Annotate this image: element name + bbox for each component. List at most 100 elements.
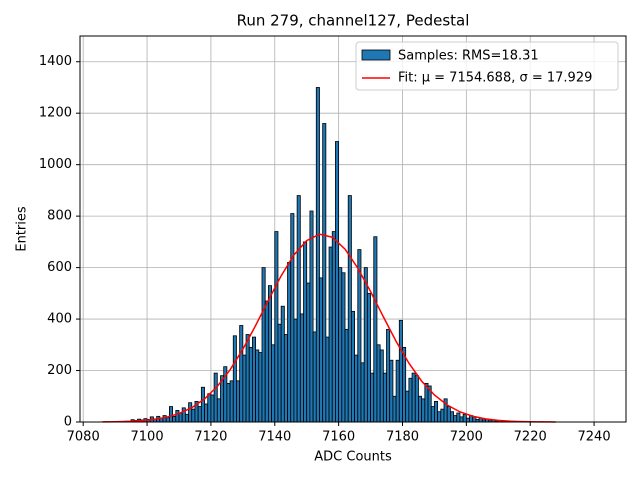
bar [315,87,320,423]
bar [424,382,429,423]
bar [207,393,212,423]
bar [248,346,253,423]
legend-swatch [361,49,391,61]
bar [341,272,346,423]
bar [462,413,467,423]
bar [296,195,301,423]
bar [165,416,170,423]
bar [245,334,250,423]
bar [328,246,333,423]
bar [366,292,371,423]
bar [271,344,276,423]
bar [472,416,477,423]
bar [303,241,308,423]
bar [440,408,445,423]
bar [261,267,266,423]
bar [277,323,282,423]
bar [184,413,189,423]
bar [449,411,454,423]
bar [456,412,461,423]
bar [264,300,269,423]
bar [360,362,365,423]
x-tick-label: 7160 [322,430,355,445]
bar [210,394,215,423]
bar [453,415,458,423]
bar [389,359,394,423]
bar [357,249,362,423]
bar [335,141,340,423]
bar [188,402,193,423]
bar [373,236,378,423]
bar [405,390,410,423]
bar [229,380,234,423]
bar [398,319,403,423]
bar [351,310,355,423]
bar [395,359,400,423]
legend-label: Samples: RMS=18.31 [398,49,539,64]
bar [465,417,470,423]
x-tick-label: 7120 [194,430,227,445]
x-tick-label: 7200 [450,430,483,445]
bar [319,277,324,423]
fit-line [102,233,556,423]
bar [255,349,260,423]
y-tick-label: 0 [64,415,72,430]
x-tick-label: 7140 [258,430,291,445]
bar [363,267,368,423]
bar [414,375,419,423]
bar [178,412,183,423]
bar [347,195,352,423]
x-tick-label: 7240 [578,430,611,445]
bar [421,398,426,423]
bar [322,123,327,423]
bar [338,267,343,423]
bar [434,401,439,423]
bar [290,213,295,423]
bar [418,395,423,423]
x-axis-label: ADC Counts [314,450,392,465]
bar [200,386,205,423]
bar [446,406,451,423]
bar [459,416,464,423]
axes-frame [79,35,627,423]
bar [175,410,180,423]
bar [402,346,407,423]
y-tick-label: 800 [47,209,72,224]
y-tick-label: 200 [47,363,72,378]
y-tick-label: 600 [47,260,72,275]
bar [299,313,304,423]
bar [169,406,173,423]
legend: Samples: RMS=18.31 Fit: μ = 7154.688, σ =… [355,41,619,91]
bar [293,318,298,423]
bar [191,408,196,423]
bar [312,331,317,423]
bar [309,210,314,423]
bar [411,372,416,423]
bar [283,334,288,423]
bar [232,335,237,423]
bar [379,349,384,423]
bar [236,380,241,423]
bar [216,398,221,423]
x-tick-label: 7180 [386,430,419,445]
bar [306,282,311,423]
bar [287,262,292,423]
bar [408,377,413,423]
bar [354,354,359,423]
y-tick-label: 1000 [39,157,72,172]
y-axis-label: Entries [15,206,30,252]
bar [430,406,435,423]
bar [274,231,279,423]
bar [344,328,349,423]
chart-title: Run 279, channel127, Pedestal [237,12,470,30]
legend-label: Fit: μ = 7154.688, σ = 17.929 [398,71,592,86]
bar [392,395,397,423]
bar [172,415,177,423]
bar [258,352,263,423]
bar [267,285,272,423]
y-tick-label: 1400 [39,54,72,69]
bar [213,372,218,423]
bar [197,406,202,423]
bar [242,354,247,423]
